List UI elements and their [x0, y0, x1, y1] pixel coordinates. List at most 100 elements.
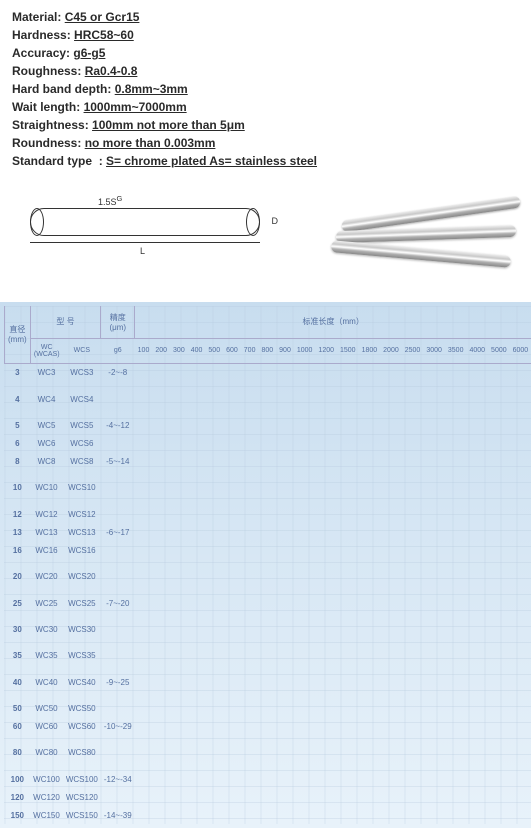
- cell-accuracy: -6~-17: [101, 523, 135, 541]
- hdr-len: 1200: [315, 338, 337, 363]
- cell-accuracy: [101, 505, 135, 523]
- cell-wc: WC120: [30, 788, 63, 806]
- cell-wcs: WCS3: [63, 363, 101, 382]
- spec-straightness: Straightness: 100mm not more than 5μm: [12, 116, 519, 134]
- hdr-len: 100: [135, 338, 153, 363]
- cell-diameter: 25: [5, 594, 31, 612]
- cell-diameter: 80: [5, 736, 31, 771]
- spec-accuracy: Accuracy: g6-g5: [12, 44, 519, 62]
- cell-diameter: 150: [5, 806, 31, 824]
- cell-wcs: WCS150: [63, 806, 101, 824]
- cell-wc: WC3: [30, 363, 63, 382]
- cell-wcs: WCS16: [63, 541, 101, 559]
- cell-diameter: 35: [5, 647, 31, 665]
- spec-hard-band: Hard band depth: 0.8mm~3mm: [12, 80, 519, 98]
- cell-wc: WC35: [30, 647, 63, 665]
- table-row: 13WC13WCS13-6~-171.04: [5, 523, 531, 541]
- cell-wc: WC12: [30, 505, 63, 523]
- table-row: 6WC6WCS60.23: [5, 435, 531, 453]
- hdr-len: 3500: [445, 338, 467, 363]
- spec-material: Material: C45 or Gcr15: [12, 8, 519, 26]
- cell-wc: WC20: [30, 559, 63, 594]
- cell-accuracy: [101, 559, 135, 594]
- cell-accuracy: [101, 471, 135, 506]
- rod-icon: [331, 240, 511, 268]
- cell-diameter: 6: [5, 435, 31, 453]
- cell-diameter: 60: [5, 718, 31, 736]
- cell-wcs: WCS5: [63, 417, 101, 435]
- cell-diameter: 10: [5, 471, 31, 506]
- cell-diameter: 3: [5, 363, 31, 382]
- cell-length-range: [135, 770, 531, 788]
- cell-length-range: [135, 363, 531, 382]
- cell-accuracy: [101, 788, 135, 806]
- hdr-len: 900: [276, 338, 294, 363]
- cell-accuracy: [101, 736, 135, 771]
- hdr-accuracy: 精度(μm): [101, 306, 135, 338]
- hdr-len: 2500: [402, 338, 424, 363]
- cell-wcs: WCS120: [63, 788, 101, 806]
- table-body: 3WC3WCS3-2~-80.064WC4WCS4不多于1.00.105WC5W…: [5, 363, 531, 824]
- hdr-len: 300: [170, 338, 188, 363]
- hdr-len: 2000: [380, 338, 402, 363]
- cell-diameter: 20: [5, 559, 31, 594]
- spec-table: 直径(mm) 型 号 精度(μm) 标准长度（mm） 有效支撑捆距 重量(kgf…: [4, 306, 531, 824]
- hdr-std-length: 标准长度（mm）: [135, 306, 531, 338]
- hdr-len: 700: [241, 338, 259, 363]
- cell-length-range: [135, 594, 531, 612]
- dim-label-s: 1.5SG: [98, 194, 122, 207]
- diagram-area: 1.5SG D L: [0, 178, 531, 298]
- shaft-end-left: [30, 208, 44, 236]
- shaft-end-right: [246, 208, 260, 236]
- cell-length-range: [135, 559, 531, 594]
- table-row: 4WC4WCS4不多于1.00.10: [5, 382, 531, 417]
- dim-label-l: L: [140, 246, 145, 256]
- cell-wc: WC25: [30, 594, 63, 612]
- cell-wcs: WCS13: [63, 523, 101, 541]
- hdr-len: 4000: [466, 338, 488, 363]
- cell-diameter: 5: [5, 417, 31, 435]
- cell-wcs: WCS12: [63, 505, 101, 523]
- table-row: 50WC50WCS5015.4: [5, 700, 531, 718]
- table-row: 25WC25WCS25-7~-203.85: [5, 594, 531, 612]
- cell-wc: WC6: [30, 435, 63, 453]
- cell-wc: WC4: [30, 382, 63, 417]
- table-row: 100WC100WCS100-12~-3461.7: [5, 770, 531, 788]
- cell-wc: WC10: [30, 471, 63, 506]
- hdr-len: 800: [258, 338, 276, 363]
- cell-length-range: [135, 612, 531, 647]
- table-row: 60WC60WCS60-10~-2922.2: [5, 718, 531, 736]
- table-row: 8WC8WCS8-5~-140.40: [5, 453, 531, 471]
- cell-wcs: WCS8: [63, 453, 101, 471]
- cell-wc: WC60: [30, 718, 63, 736]
- spec-table-container: 直径(mm) 型 号 精度(μm) 标准长度（mm） 有效支撑捆距 重量(kgf…: [0, 302, 531, 828]
- cell-length-range: [135, 382, 531, 417]
- cell-diameter: 100: [5, 770, 31, 788]
- cell-diameter: 30: [5, 612, 31, 647]
- cell-length-range: [135, 541, 531, 559]
- cell-length-range: [135, 700, 531, 718]
- cell-diameter: 13: [5, 523, 31, 541]
- cell-length-range: [135, 647, 531, 665]
- cell-wc: WC100: [30, 770, 63, 788]
- cell-length-range: [135, 453, 531, 471]
- cell-wc: WC40: [30, 665, 63, 700]
- hdr-len: 200: [152, 338, 170, 363]
- cell-wcs: WCS100: [63, 770, 101, 788]
- table-row: 80WC80WCS80不少于3.039.5: [5, 736, 531, 771]
- spec-roughness: Roughness: Ra0.4-0.8: [12, 62, 519, 80]
- hdr-len: 400: [188, 338, 206, 363]
- shaft-body: [30, 208, 260, 236]
- cell-accuracy: -2~-8: [101, 363, 135, 382]
- cell-wc: WC80: [30, 736, 63, 771]
- cell-wc: WC8: [30, 453, 63, 471]
- cell-accuracy: [101, 612, 135, 647]
- cell-length-range: [135, 417, 531, 435]
- spec-standard-type: Standard type : S= chrome plated As= sta…: [12, 152, 519, 170]
- cell-diameter: 12: [5, 505, 31, 523]
- cell-diameter: 4: [5, 382, 31, 417]
- spec-hardness: Hardness: HRC58~60: [12, 26, 519, 44]
- dim-label-d: D: [272, 216, 279, 226]
- cell-accuracy: -9~-25: [101, 665, 135, 700]
- cell-wcs: WCS30: [63, 612, 101, 647]
